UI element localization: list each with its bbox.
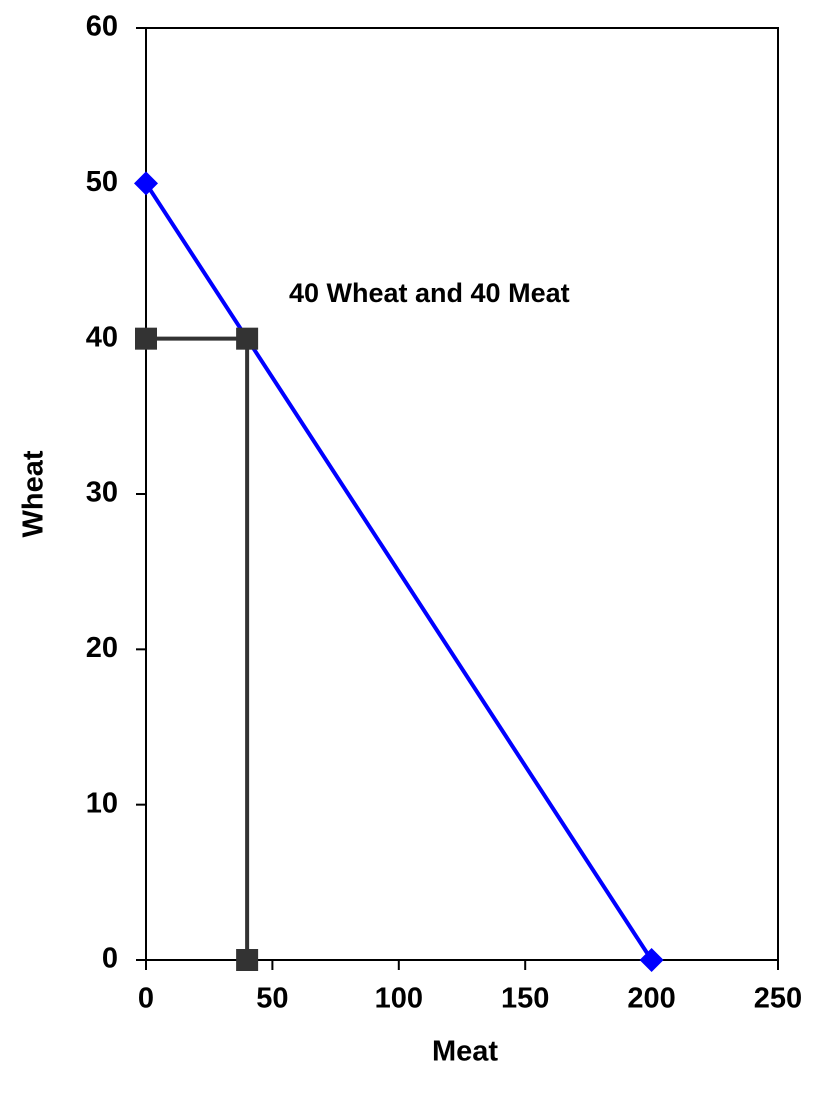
marker [135, 327, 157, 350]
x-tick-label: 250 [754, 983, 802, 1015]
series-line [144, 182, 654, 962]
x-tick-label: 100 [375, 983, 423, 1015]
x-axis-label: Meat [432, 1036, 498, 1068]
y-tick-label: 0 [102, 943, 118, 975]
y-tick-label: 50 [86, 166, 118, 198]
x-tick-label: 50 [256, 983, 288, 1015]
y-tick-label: 20 [86, 632, 118, 664]
x-tick-label: 0 [138, 983, 154, 1015]
y-tick-label: 60 [86, 11, 118, 43]
series-line [146, 336, 250, 960]
marker [236, 949, 259, 971]
marker [236, 327, 259, 350]
marker [134, 171, 158, 196]
y-tick-label: 10 [86, 787, 118, 819]
annotation: 40 Wheat and 40 Meat [289, 278, 570, 308]
y-tick-label: 40 [86, 321, 118, 353]
y-axis-label: Wheat [18, 450, 50, 537]
marker [639, 948, 664, 972]
y-tick-label: 30 [86, 477, 118, 509]
plot-frame [145, 27, 779, 961]
x-tick-label: 200 [627, 983, 675, 1015]
x-tick-label: 150 [501, 983, 549, 1015]
